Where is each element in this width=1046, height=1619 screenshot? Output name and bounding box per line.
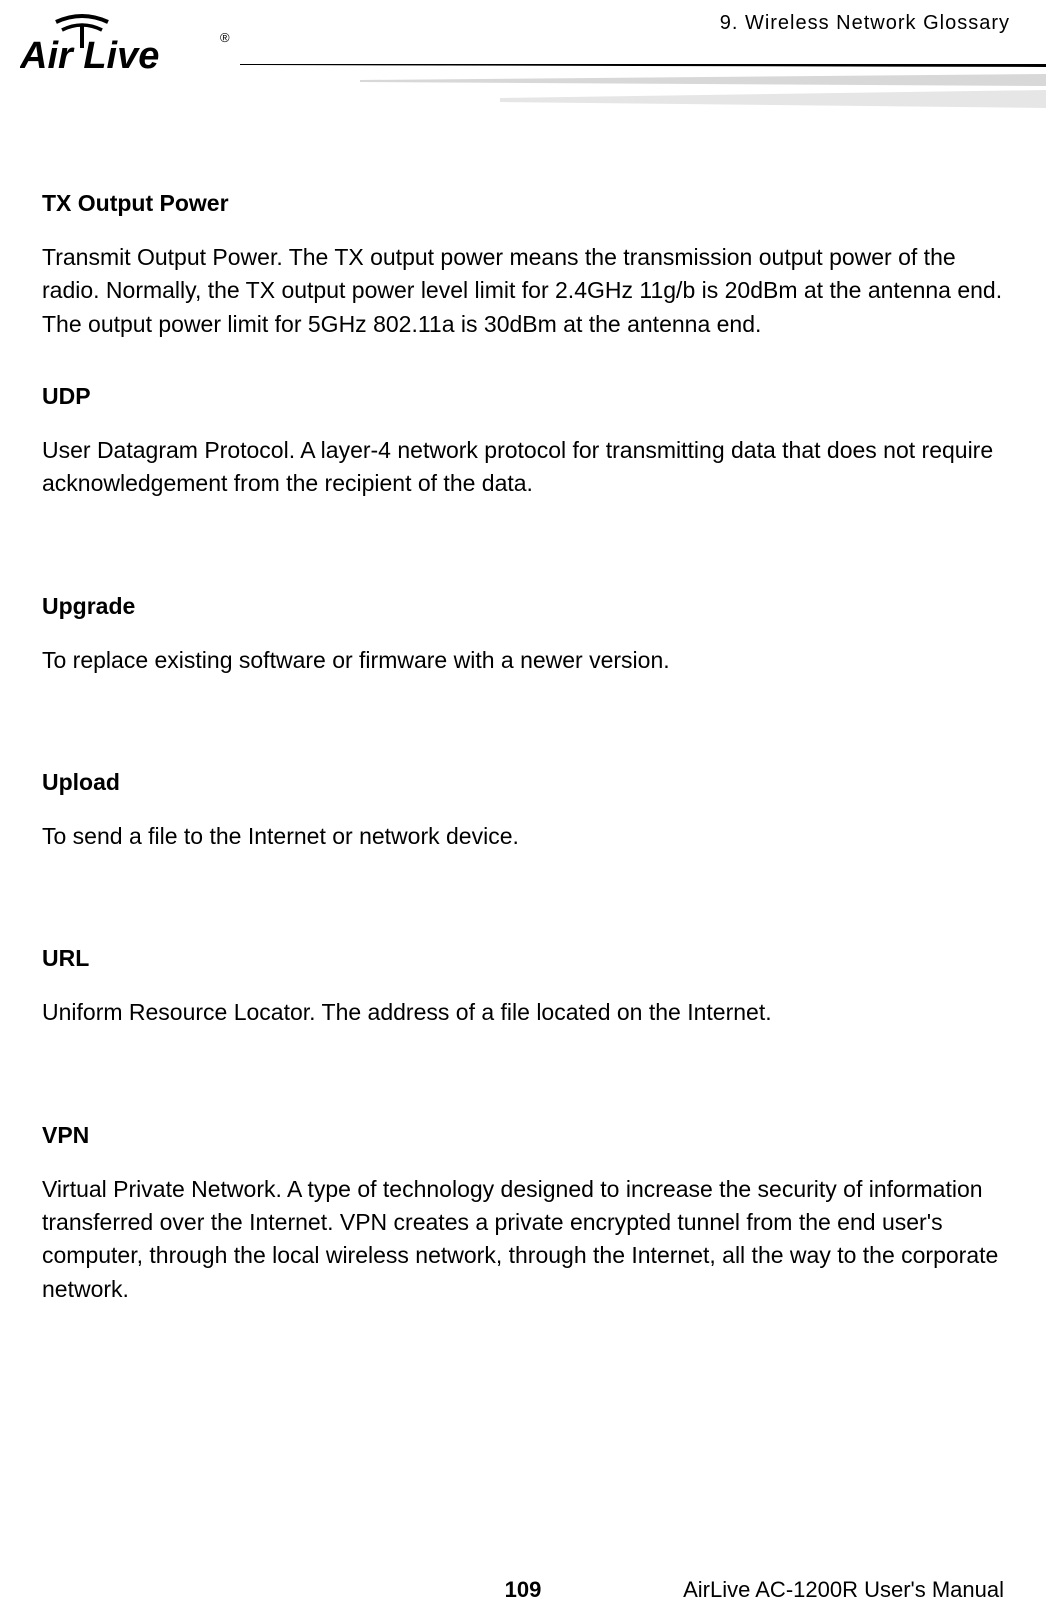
airlive-logo: Air Live ®: [20, 6, 240, 83]
glossary-definition: Virtual Private Network. A type of techn…: [42, 1173, 1004, 1306]
glossary-definition: To replace existing software or firmware…: [42, 644, 1004, 677]
glossary-term: TX Output Power: [42, 190, 1004, 217]
page-content: TX Output Power Transmit Output Power. T…: [0, 120, 1046, 1306]
svg-text:Air Live: Air Live: [20, 35, 159, 77]
glossary-term: UDP: [42, 383, 1004, 410]
glossary-definition: To send a file to the Internet or networ…: [42, 820, 1004, 853]
glossary-term: Upload: [42, 769, 1004, 796]
glossary-term: VPN: [42, 1122, 1004, 1149]
glossary-term: Upgrade: [42, 593, 1004, 620]
page-header: Air Live ® 9. Wireless Network Glossary: [0, 0, 1046, 120]
glossary-definition: User Datagram Protocol. A layer-4 networ…: [42, 434, 1004, 501]
glossary-definition: Transmit Output Power. The TX output pow…: [42, 241, 1004, 341]
glossary-term: URL: [42, 945, 1004, 972]
page-number: 109: [505, 1577, 542, 1603]
chapter-title: 9. Wireless Network Glossary: [720, 12, 1010, 35]
glossary-definition: Uniform Resource Locator. The address of…: [42, 996, 1004, 1029]
header-decorative-lines: [240, 62, 1046, 127]
manual-title: AirLive AC-1200R User's Manual: [683, 1577, 1004, 1603]
svg-text:®: ®: [220, 30, 230, 45]
